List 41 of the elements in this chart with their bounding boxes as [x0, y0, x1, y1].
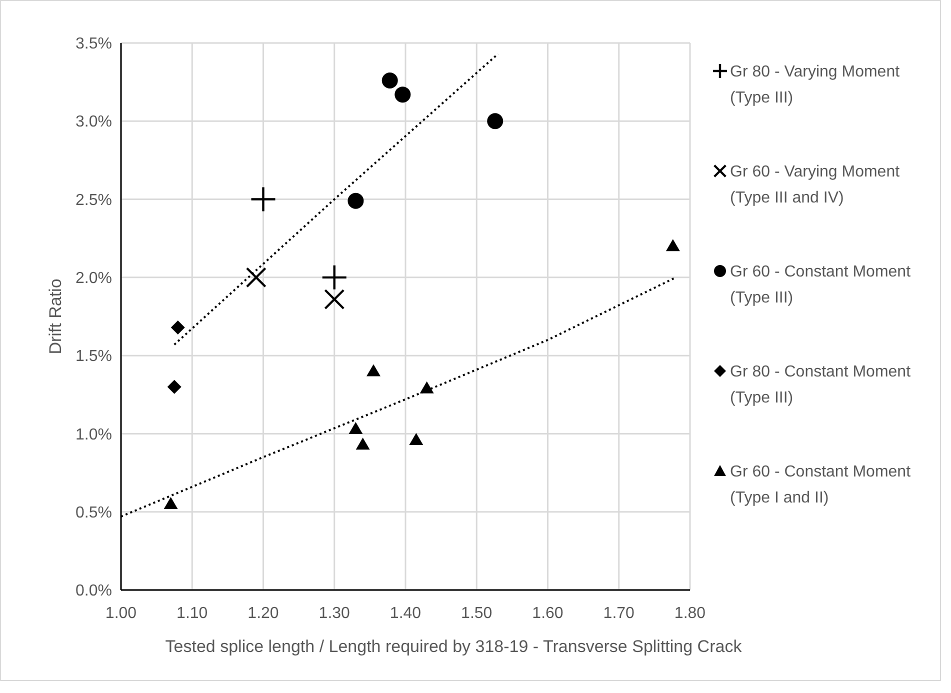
point [394, 86, 411, 103]
point [420, 381, 434, 394]
y-tick-label: 3.0% [76, 114, 112, 131]
point [348, 422, 363, 434]
x-tick-label: 1.30 [318, 605, 350, 622]
x-tick-label: 1.10 [176, 605, 208, 622]
x-tick-label: 1.50 [461, 605, 492, 622]
point [356, 438, 370, 450]
x-tick-label: 1.60 [532, 605, 564, 622]
point [167, 380, 182, 394]
y-tick-label: 3.5% [76, 36, 112, 53]
point [348, 192, 364, 209]
y-tick-label: 1.5% [76, 348, 112, 366]
legend-label: Gr 60 - Varying Moment (Type III and IV) [730, 164, 900, 207]
y-tick-label: 2.5% [76, 192, 112, 209]
y-tick-label: 0.0% [76, 582, 112, 600]
point [666, 239, 680, 252]
x-tick-label: 1.00 [105, 605, 137, 622]
legend-label: Gr 60 - Constant Moment (Type III) [730, 264, 912, 307]
x-tick-label: 1.80 [674, 605, 706, 622]
y-tick-label: 0.5% [76, 504, 112, 522]
y-tick-label: 2.0% [76, 270, 112, 288]
legend-label: Gr 80 - Varying Moment (Type III) [730, 64, 900, 107]
point [382, 72, 398, 89]
point [170, 320, 185, 334]
point [246, 267, 266, 288]
y-axis-title: Drift Ratio [46, 278, 65, 354]
point [366, 364, 380, 376]
point [324, 289, 344, 310]
point [164, 497, 178, 510]
x-axis-title: Tested splice length / Length required by 318-19 - Transverse Splitting Crack [165, 637, 742, 656]
x-tick-label: 1.70 [603, 605, 635, 622]
point [251, 187, 276, 212]
x-tick-label: 1.20 [248, 605, 279, 622]
point [487, 113, 504, 130]
point [322, 265, 346, 290]
y-tick-label: 1.0% [76, 426, 112, 444]
legend-label: Gr 60 - Constant Moment (Type I and II) [730, 464, 912, 507]
point [409, 432, 424, 445]
x-tick-label: 1.40 [390, 605, 422, 622]
legend-label: Gr 80 - Constant Moment (Type III) [730, 364, 912, 407]
